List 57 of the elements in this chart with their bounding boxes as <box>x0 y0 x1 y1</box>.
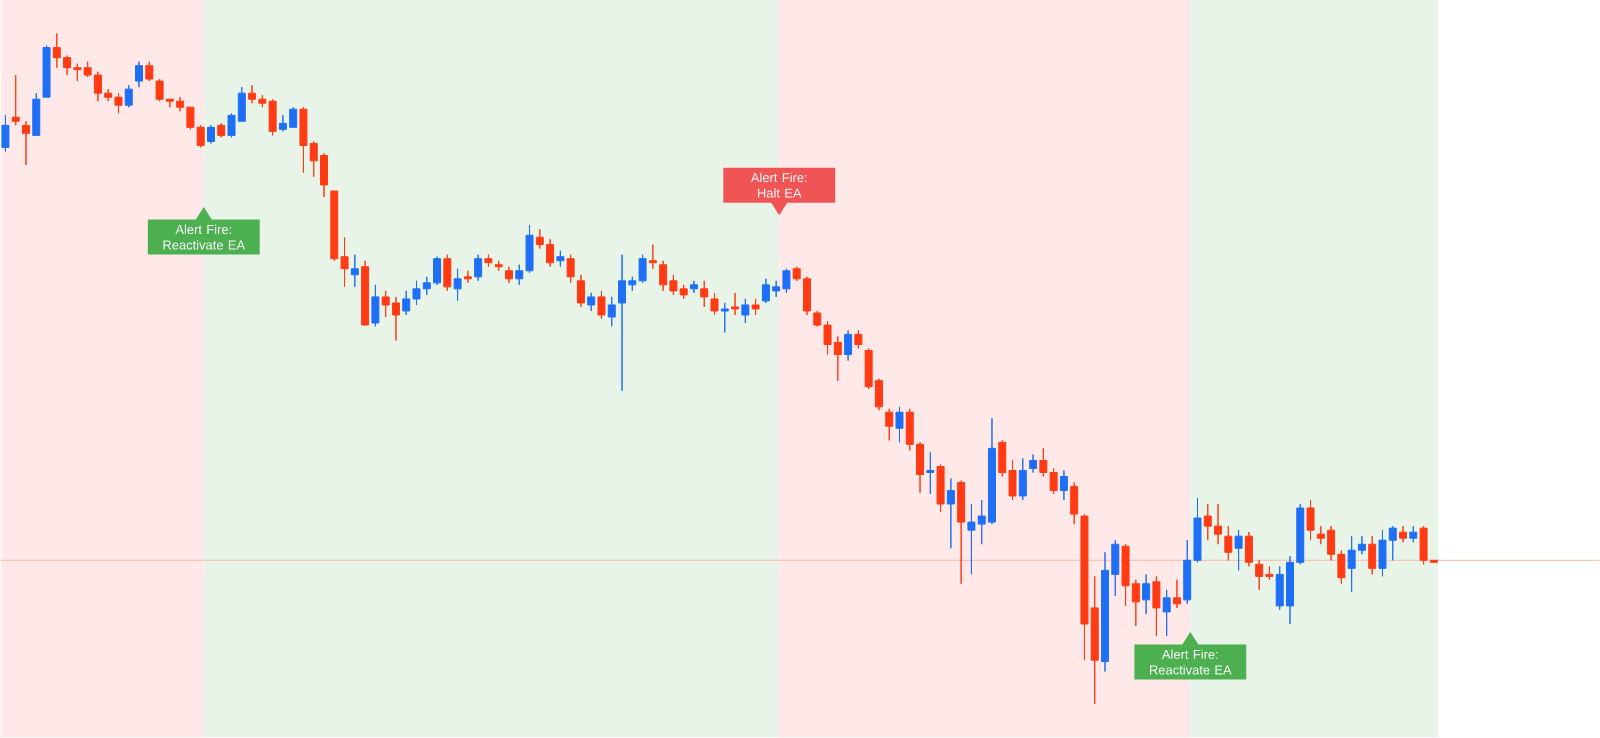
candlestick <box>648 244 657 270</box>
candlestick <box>1234 530 1243 572</box>
candlestick <box>1029 454 1038 474</box>
candlestick <box>607 296 616 328</box>
candlestick <box>1224 526 1233 562</box>
candlestick <box>895 406 904 444</box>
candlestick <box>504 266 513 284</box>
candlestick <box>1162 589 1171 637</box>
candlestick <box>957 480 966 585</box>
candlestick <box>844 330 853 362</box>
candlestick <box>576 274 585 308</box>
candlestick <box>946 478 955 550</box>
candlestick <box>217 123 226 139</box>
candlestick <box>484 254 493 268</box>
candlestick <box>556 250 565 268</box>
candlestick <box>145 61 154 82</box>
candlestick <box>597 290 606 320</box>
candlestick <box>206 125 215 145</box>
candlestick <box>720 302 729 334</box>
candlestick <box>936 464 945 513</box>
candlestick <box>1070 482 1079 525</box>
candlestick <box>453 268 462 302</box>
candlestick <box>135 61 144 88</box>
candlestick <box>124 84 133 109</box>
candlestick <box>1018 458 1027 501</box>
candlestick <box>689 280 698 294</box>
candlestick <box>11 74 20 127</box>
candlestick <box>474 254 483 282</box>
candlestick <box>494 260 503 272</box>
candlestick <box>587 292 596 312</box>
candlestick <box>710 292 719 316</box>
candlestick <box>885 408 894 442</box>
candlestick <box>566 254 575 284</box>
candlestick <box>371 284 380 328</box>
candlestick <box>926 452 935 495</box>
candlestick <box>1142 574 1151 615</box>
candlestick <box>700 280 709 308</box>
candlestick <box>1409 526 1418 544</box>
candlestick <box>443 254 452 292</box>
candlestick <box>1368 536 1377 576</box>
candlestick <box>361 260 370 326</box>
candlestick <box>1172 579 1181 609</box>
candlestick <box>350 254 359 288</box>
candlestick <box>1059 470 1068 501</box>
candlestick <box>1152 576 1161 637</box>
candlestick <box>741 298 750 324</box>
candlestick <box>1399 526 1408 544</box>
candlestick <box>463 270 472 284</box>
candlestick <box>1 115 10 153</box>
candlestick <box>731 292 740 316</box>
candlestick <box>22 121 30 166</box>
candlestick <box>854 330 863 350</box>
candlestick <box>1306 499 1315 542</box>
candlestick <box>1244 532 1253 568</box>
candlestick <box>42 45 51 99</box>
candlestick <box>32 93 41 137</box>
candlestick <box>751 298 760 316</box>
